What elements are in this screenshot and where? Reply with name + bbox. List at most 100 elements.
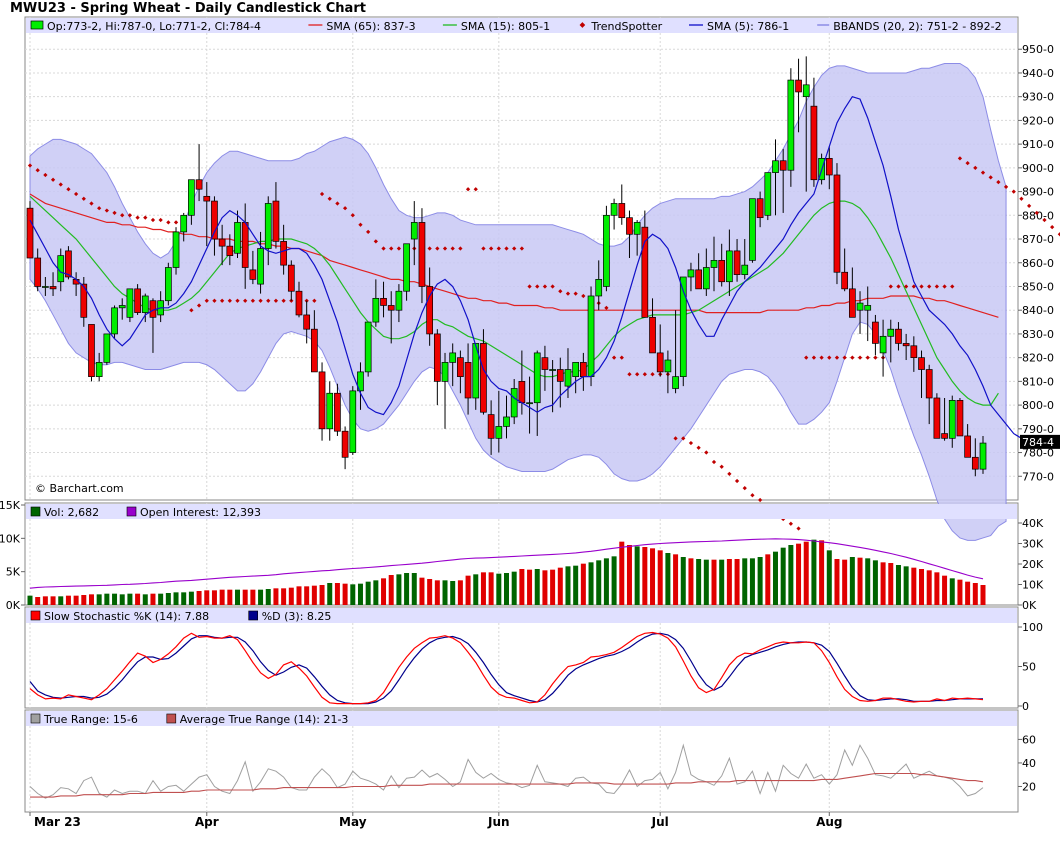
candle: [510, 379, 518, 425]
x-tick-label: Jun: [487, 815, 510, 829]
trendspotter-marker: [504, 246, 509, 251]
candle-body-down: [810, 105, 818, 181]
candle: [795, 58, 802, 133]
trendspotter-marker: [220, 298, 225, 303]
candle-body-up: [887, 328, 895, 337]
x-tick-label: Jul: [651, 815, 669, 829]
volume-bar: [42, 596, 48, 605]
candle-body-up: [111, 307, 118, 335]
candle: [311, 310, 318, 373]
volume-bar: [511, 571, 517, 605]
candle-body-down: [895, 328, 902, 344]
volume-bar: [826, 550, 832, 605]
y-tick-label: 880-0: [1022, 209, 1054, 222]
candle: [872, 314, 879, 356]
candle-body-up: [549, 369, 556, 371]
trendspotter-marker: [642, 372, 647, 377]
volume-bar: [711, 559, 717, 605]
candle: [595, 260, 603, 311]
volume-bar: [304, 586, 310, 605]
x-tick-label: Mar 23: [34, 815, 81, 829]
y-tick-label-left: 0K: [6, 599, 21, 612]
y-tick-label: 770-0: [1022, 470, 1054, 483]
trendspotter-marker: [950, 284, 955, 289]
volume-bar: [135, 593, 141, 605]
candle-body-down: [733, 250, 741, 275]
candle: [918, 350, 925, 398]
y-tick-label: 860-0: [1022, 257, 1054, 270]
candle-body-down: [65, 250, 72, 278]
trendspotter-marker: [227, 298, 232, 303]
candle: [211, 196, 218, 256]
candle: [603, 205, 610, 292]
trendspotter-marker: [811, 355, 817, 360]
candle: [272, 182, 280, 249]
y-tick-label: 50: [1022, 661, 1036, 674]
candle: [188, 179, 195, 225]
trendspotter-marker: [435, 246, 440, 251]
candle: [610, 198, 618, 230]
volume-bar: [373, 580, 379, 605]
candle: [95, 352, 103, 382]
x-tick-label: Apr: [195, 815, 219, 829]
candle-body-down: [318, 371, 326, 430]
volume-bar: [196, 591, 202, 605]
candle-body-down: [287, 264, 295, 292]
volume-bar: [634, 546, 640, 605]
candle-body-down: [925, 369, 933, 399]
candle: [403, 243, 410, 301]
candle: [687, 262, 695, 292]
trendspotter-marker: [50, 177, 56, 182]
trendspotter-marker: [342, 206, 348, 211]
candle: [218, 224, 226, 266]
trendspotter-marker: [104, 208, 109, 213]
legend-swatch: [248, 610, 258, 621]
trendspotter-marker: [58, 182, 63, 187]
volume-bar: [496, 573, 502, 605]
candle-body-up: [564, 369, 572, 387]
volume-bar: [657, 550, 663, 605]
candle: [49, 272, 57, 296]
trendspotter-marker: [542, 284, 548, 289]
volume-bar: [204, 590, 210, 605]
candle-body-down: [26, 207, 34, 259]
y-tick-label: 890-0: [1022, 186, 1054, 199]
trendspotter-marker: [850, 355, 855, 360]
legend-label: SMA (15): 805-1: [461, 20, 550, 33]
candle: [487, 400, 495, 455]
candle-body-up: [326, 392, 334, 430]
trendspotter-marker: [558, 289, 563, 294]
trendspotter-marker: [788, 521, 793, 526]
candle-body-down: [580, 362, 587, 377]
y-tick-label: 810-0: [1022, 375, 1054, 388]
volume-bar: [211, 590, 217, 605]
volume-bar: [504, 573, 509, 605]
volume-bar: [258, 589, 264, 605]
volume-bar: [342, 583, 348, 605]
candle: [726, 229, 733, 296]
volume-bar: [749, 558, 755, 605]
candle: [42, 276, 49, 296]
trendspotter-marker: [43, 172, 48, 178]
candle: [879, 319, 887, 377]
volume-bar: [519, 569, 525, 605]
volume-bar: [811, 539, 817, 605]
legend-label: SMA (5): 786-1: [707, 20, 789, 33]
y-tick-label: 20: [1022, 780, 1036, 793]
candle: [925, 364, 933, 425]
x-tick-label: Aug: [816, 815, 842, 829]
trendspotter-marker: [481, 246, 486, 251]
candle-body-up: [802, 84, 810, 98]
last-price-tag: 784-4: [1022, 436, 1054, 449]
true-range-line: [29, 743, 984, 799]
candle: [533, 350, 541, 436]
volume-bar: [350, 584, 356, 605]
candle-body-up: [472, 343, 480, 399]
trendspotter-marker: [327, 196, 332, 201]
y-tick-label-right: 30K: [1022, 538, 1044, 551]
candle: [34, 248, 42, 292]
volume-bar: [419, 577, 425, 605]
volume-bar: [404, 573, 410, 605]
volume-bar: [296, 586, 302, 605]
trendspotter-marker: [980, 170, 986, 175]
